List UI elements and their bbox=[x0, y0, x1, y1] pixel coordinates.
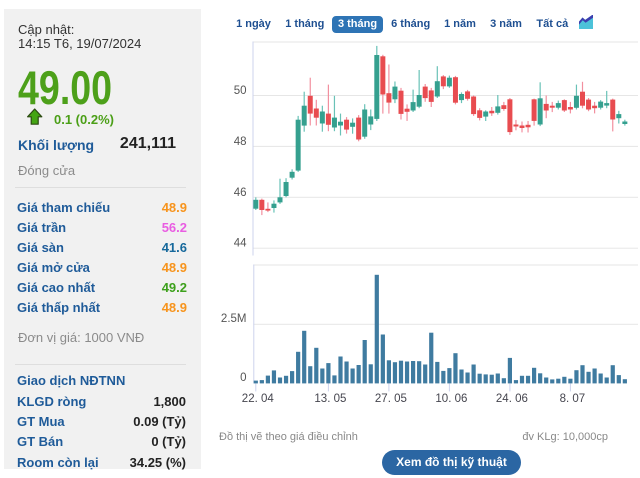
svg-text:46: 46 bbox=[234, 187, 247, 199]
svg-text:22. 04: 22. 04 bbox=[242, 393, 275, 405]
svg-text:0: 0 bbox=[240, 372, 246, 384]
svg-text:48: 48 bbox=[234, 136, 247, 148]
svg-text:2.5M: 2.5M bbox=[221, 313, 247, 325]
svg-text:24. 06: 24. 06 bbox=[496, 393, 528, 405]
svg-text:27. 05: 27. 05 bbox=[375, 393, 407, 405]
svg-text:10. 06: 10. 06 bbox=[435, 393, 467, 405]
svg-text:13. 05: 13. 05 bbox=[314, 393, 346, 405]
svg-text:50: 50 bbox=[234, 85, 247, 97]
svg-text:8. 07: 8. 07 bbox=[560, 393, 586, 405]
svg-text:44: 44 bbox=[234, 238, 247, 250]
